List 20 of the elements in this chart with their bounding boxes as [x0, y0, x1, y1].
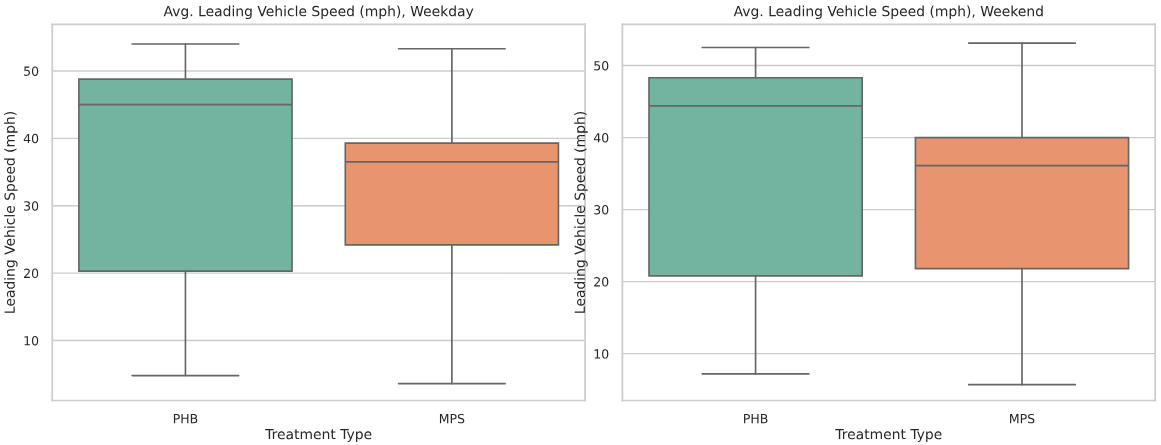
y-tick-label: 40	[23, 133, 39, 144]
y-tick-label: 10	[24, 336, 39, 346]
y-tick-label: 20	[24, 268, 39, 279]
chart-title: Avg. Leading Vehicle Speed (mph), Weekend	[733, 5, 1043, 20]
y-tick-label: 40	[593, 133, 609, 143]
y-tick-label: 10	[594, 349, 609, 359]
y-tick-label: 50	[24, 66, 39, 76]
y-axis-title: Leading Vehicle Speed (mph)	[574, 112, 588, 313]
x-axis-title: Treatment Type	[835, 429, 942, 443]
y-tick-label: 30	[24, 201, 39, 211]
x-tick-label: PHB	[744, 414, 768, 424]
x-tick-label: MPS	[439, 413, 465, 424]
y-tick-label: 20	[594, 277, 609, 287]
y-tick-label: 50	[594, 61, 609, 71]
x-axis-title: Treatment Type	[265, 429, 372, 443]
y-axis-title: Leading Vehicle Speed (mph)	[4, 112, 18, 313]
x-tick-label: PHB	[173, 414, 198, 424]
chart-title: Avg. Leading Vehicle Speed (mph), Weekday	[163, 5, 474, 20]
y-tick-label: 30	[594, 205, 609, 215]
x-tick-label: MPS	[1010, 413, 1035, 424]
